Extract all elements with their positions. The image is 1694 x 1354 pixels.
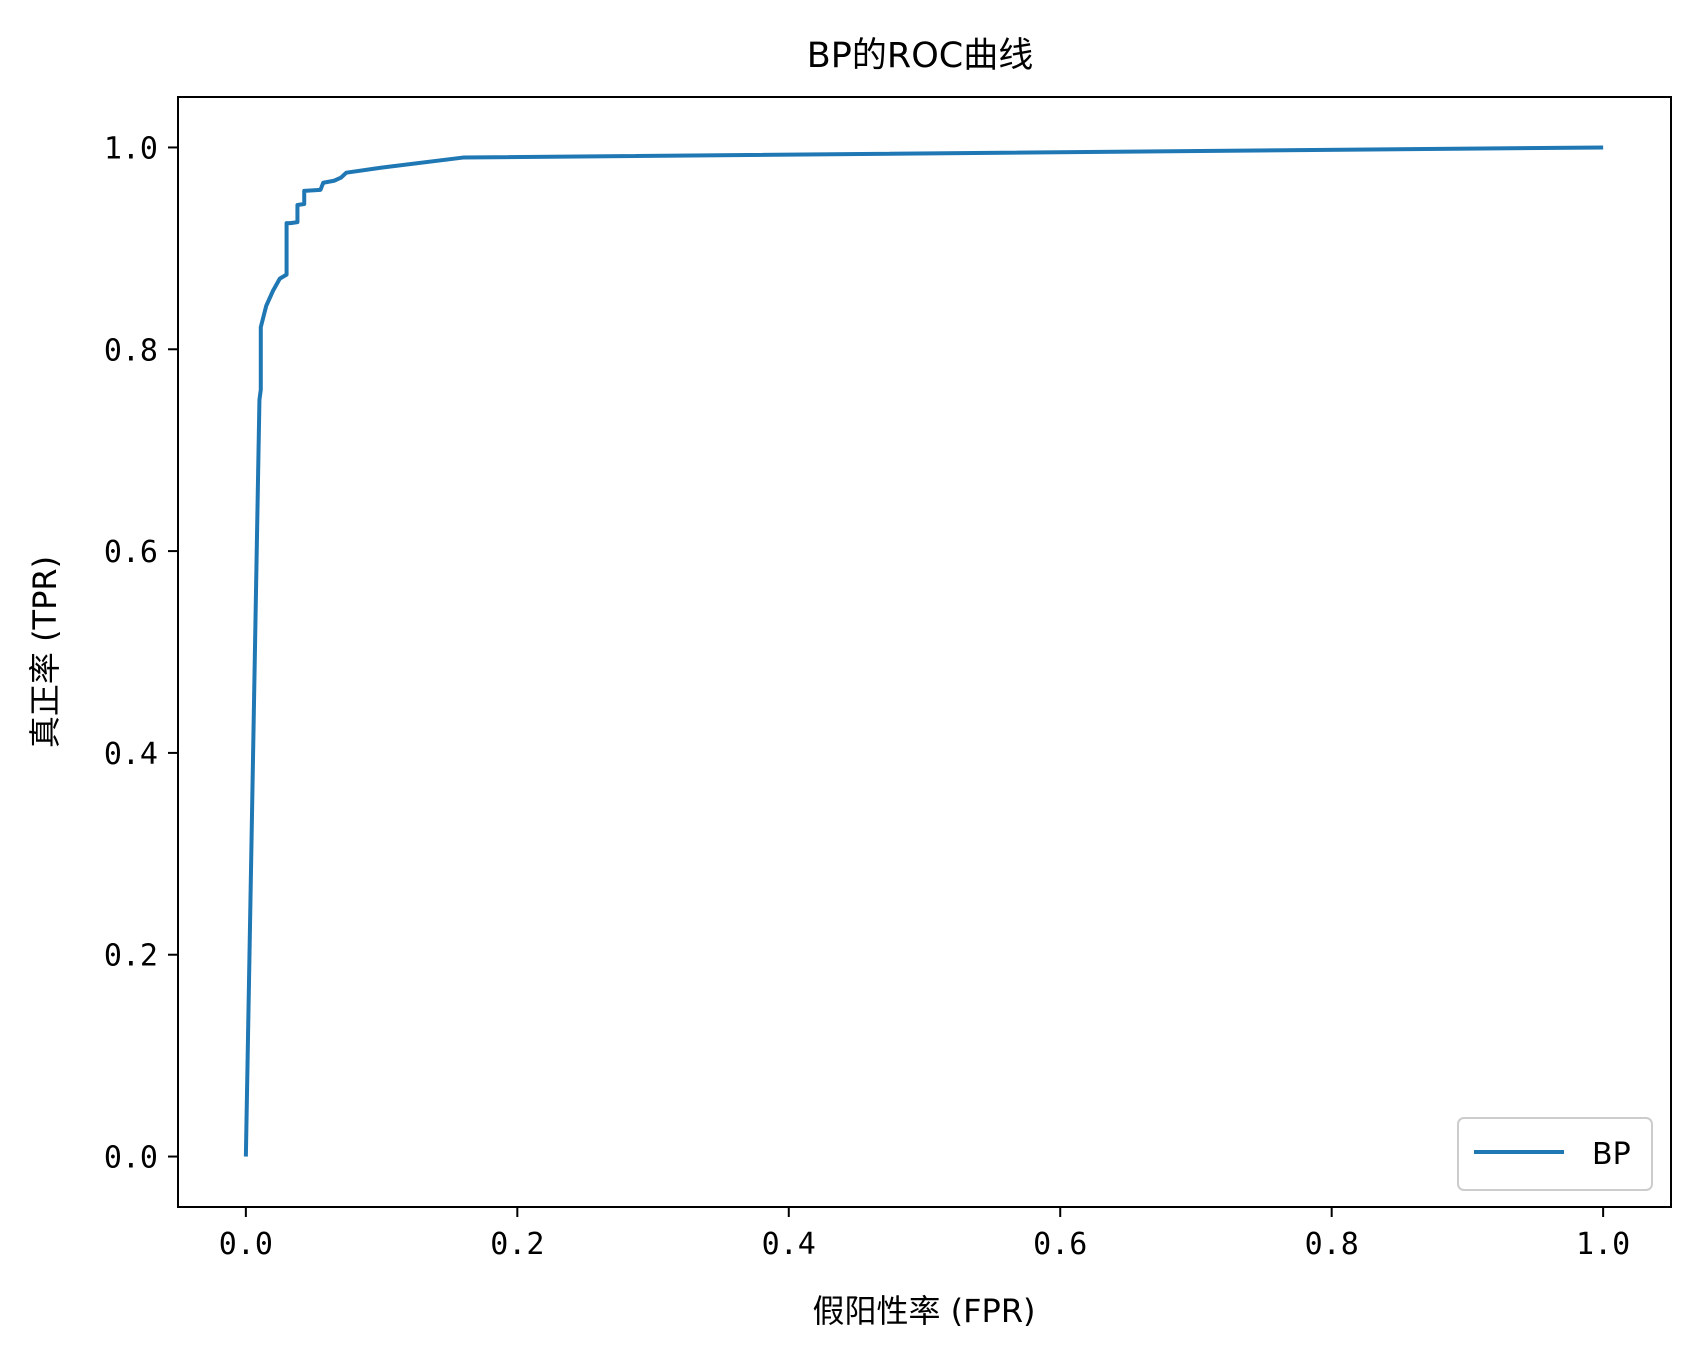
plot-frame (177, 96, 1672, 1208)
y-tick-label: 0.6 (104, 535, 158, 570)
y-axis-ticks: 0.0 0.2 0.4 0.6 0.8 1.0 (104, 131, 178, 1176)
series-line-bp (243, 145, 1604, 1157)
x-axis-label: 假阳性率 (FPR) (812, 1292, 1035, 1330)
x-tick-label: 0.4 (762, 1227, 816, 1262)
y-tick-label: 0.2 (104, 939, 158, 974)
y-axis-label: 真正率 (TPR) (26, 556, 64, 748)
x-tick-label: 1.0 (1576, 1227, 1630, 1262)
series-layer (243, 145, 1604, 1157)
legend: BP (1457, 1117, 1653, 1191)
x-tick-label: 0.8 (1305, 1227, 1359, 1262)
legend-label: BP (1592, 1137, 1631, 1172)
x-axis-ticks: 0.0 0.2 0.4 0.6 0.8 1.0 (219, 1207, 1630, 1262)
y-tick-label: 0.0 (104, 1141, 158, 1176)
y-tick-label: 0.8 (104, 333, 158, 368)
y-tick-label: 0.4 (104, 737, 158, 772)
y-tick-label: 1.0 (104, 131, 158, 166)
chart-title: BP的ROC曲线 (807, 36, 1033, 76)
x-tick-label: 0.6 (1033, 1227, 1087, 1262)
x-tick-label: 0.0 (219, 1227, 273, 1262)
x-tick-label: 0.2 (490, 1227, 544, 1262)
